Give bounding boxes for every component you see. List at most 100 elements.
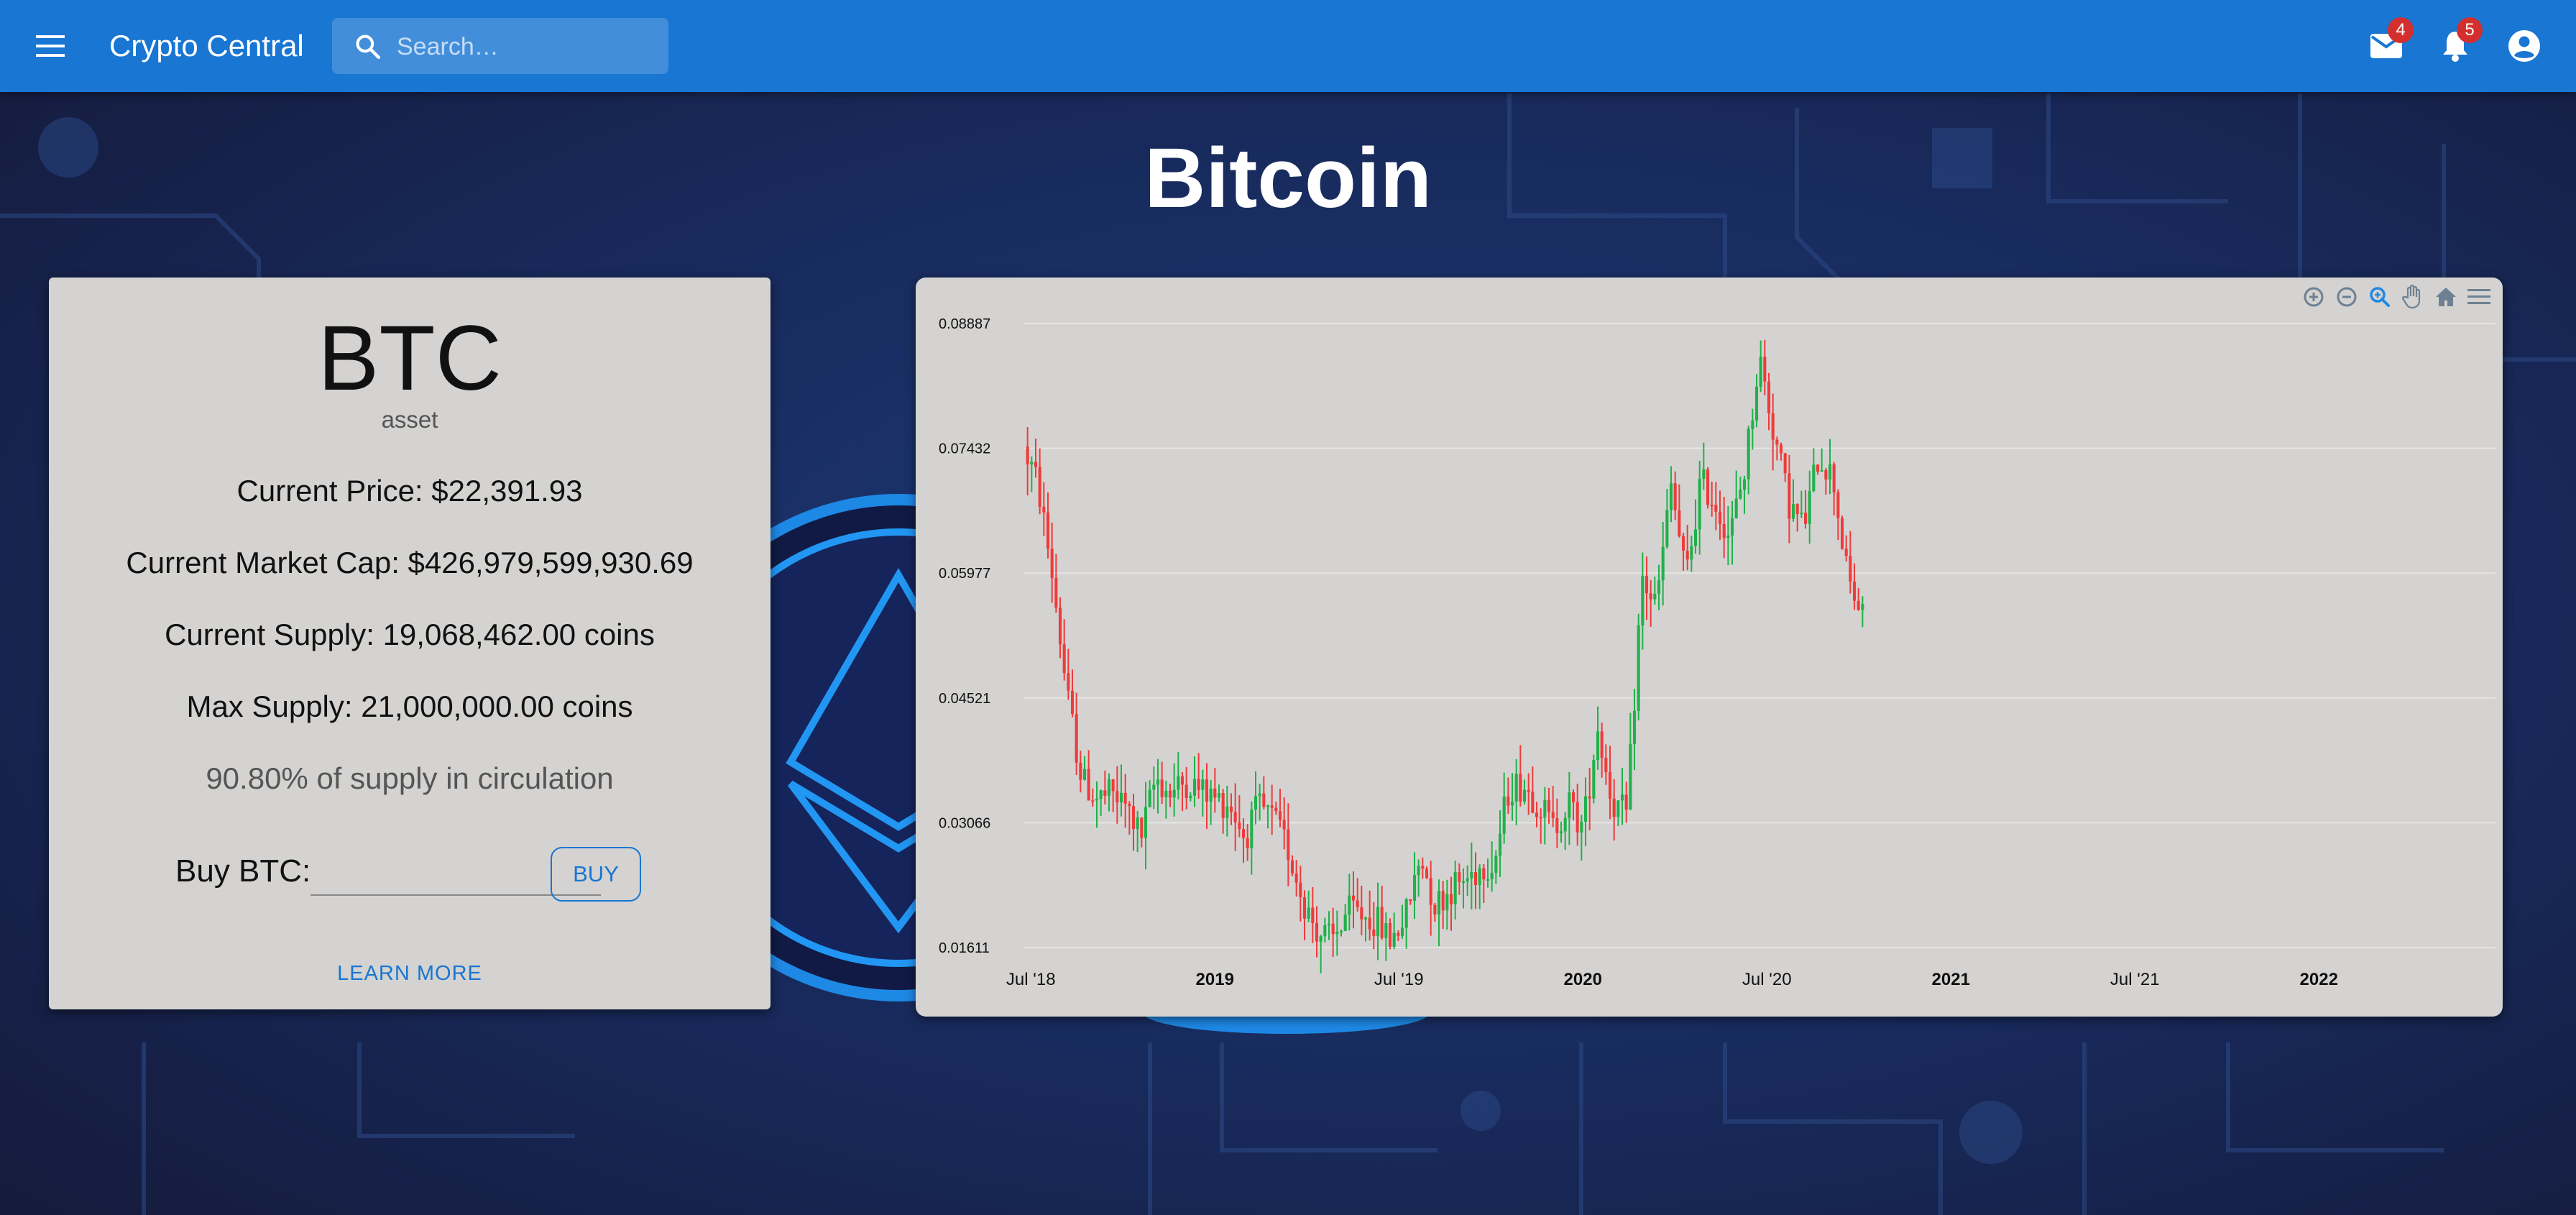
candle-down <box>1588 796 1591 799</box>
candle-up <box>1335 932 1339 935</box>
x-tick-label: 2022 <box>2300 970 2338 989</box>
mail-button[interactable]: 4 <box>2362 17 2414 70</box>
candle-up <box>1669 483 1673 510</box>
candle-up <box>1201 779 1205 790</box>
candle-up <box>1641 576 1644 625</box>
candle-down <box>1673 483 1677 510</box>
candle-up <box>1152 784 1156 790</box>
selection-zoom-button[interactable] <box>2366 283 2393 311</box>
y-tick-label: 0.07432 <box>939 441 990 457</box>
account-button[interactable] <box>2500 22 2549 70</box>
market-cap: Current Market Cap: $426,979,599,930.69 <box>126 546 694 579</box>
candle-down <box>1042 506 1046 513</box>
candle-down <box>1111 779 1115 792</box>
price-chart-card: 0.01611 0.03066 0.04521 0.05977 0.07432 0.088… <box>916 278 2503 1017</box>
y-tick-label: 0.05977 <box>939 566 990 582</box>
candle-down <box>1771 413 1775 440</box>
reset-home-icon <box>2436 288 2456 306</box>
candle-down <box>1287 829 1290 861</box>
candle-up <box>1653 593 1657 600</box>
candle-down <box>1449 894 1453 904</box>
candle-up <box>1726 535 1730 538</box>
candlestick-chart[interactable]: 0.01611 0.03066 0.04521 0.05977 0.07432 0.088… <box>916 278 2503 1017</box>
candle-up <box>1698 478 1701 530</box>
candle-down <box>1079 762 1082 780</box>
candle-up <box>1632 710 1637 744</box>
zoom-out-button[interactable] <box>2333 283 2360 311</box>
candle-down <box>1290 860 1294 874</box>
search-input[interactable] <box>395 28 657 65</box>
candle-up <box>1629 743 1632 810</box>
candle-up <box>1266 805 1270 807</box>
candle-down <box>1604 758 1608 773</box>
candle-down <box>1840 518 1844 549</box>
candle-down <box>1551 812 1555 818</box>
candle-down <box>1832 464 1836 492</box>
buy-button[interactable]: BUY <box>551 847 641 902</box>
search-box[interactable] <box>332 18 668 74</box>
reset-zoom-button[interactable] <box>2432 283 2460 311</box>
candle-down <box>1527 789 1530 792</box>
candle-down <box>1421 866 1425 869</box>
candle-down <box>1356 900 1359 907</box>
candle-up <box>1568 792 1571 818</box>
candle-down <box>1844 549 1848 556</box>
candle-down <box>1274 807 1278 812</box>
menu-button[interactable] <box>29 24 72 68</box>
candle-up <box>1437 891 1441 914</box>
candle-up <box>1258 793 1261 797</box>
candle-down <box>1062 644 1066 674</box>
candle-up <box>1502 796 1506 834</box>
learn-more-link[interactable]: LEARN MORE <box>337 962 482 985</box>
candle-up <box>1327 923 1331 925</box>
candle-up <box>1119 792 1123 803</box>
candle-up <box>1747 428 1750 480</box>
candle-down <box>1238 822 1241 830</box>
candle-up <box>1254 796 1258 810</box>
candle-down <box>1180 776 1184 785</box>
x-tick-label: 2021 <box>1932 970 1970 989</box>
candle-down <box>1087 769 1090 801</box>
candle-down <box>1506 796 1510 806</box>
chart-menu-button[interactable] <box>2465 283 2493 311</box>
candle-down <box>1555 817 1559 833</box>
candle-down <box>1409 899 1412 902</box>
candle-up <box>1148 789 1151 807</box>
candle-down <box>1168 790 1172 798</box>
x-axis-ticks: Jul '18 2019 Jul '19 2020 Jul '20 2021 Jul '21… <box>1006 970 2338 989</box>
candle-down <box>1197 779 1200 790</box>
candle-down <box>1368 917 1371 930</box>
candle-down <box>1294 873 1298 883</box>
candle-down <box>1767 381 1771 413</box>
pan-button[interactable] <box>2399 283 2426 311</box>
candle-down <box>1278 811 1282 820</box>
candle-down <box>1282 820 1286 830</box>
max-supply: Max Supply: 21,000,000.00 coins <box>186 689 633 723</box>
candle-up <box>1661 546 1665 581</box>
candle-down <box>1128 803 1131 807</box>
mail-badge: 4 <box>2388 17 2414 43</box>
candle-up <box>1759 357 1762 387</box>
candle-down <box>1270 805 1274 808</box>
candle-down <box>1241 829 1246 838</box>
x-tick-label: 2020 <box>1564 970 1602 989</box>
candle-down <box>1535 812 1539 817</box>
candle-down <box>1429 878 1432 905</box>
buy-row: Buy BTC: <box>49 838 770 910</box>
candle-up <box>1412 875 1417 901</box>
candle-down <box>1718 511 1722 524</box>
candle-down <box>1714 505 1718 512</box>
candle-down <box>1763 357 1767 382</box>
candle-up <box>1820 470 1823 472</box>
candle-up <box>1791 504 1795 519</box>
zoom-in-button[interactable] <box>2300 283 2327 311</box>
candle-down <box>1058 608 1062 645</box>
notifications-button[interactable]: 5 <box>2431 17 2483 70</box>
y-tick-label: 0.08887 <box>939 316 990 332</box>
candle-down <box>1678 510 1681 536</box>
candle-down <box>1783 453 1787 474</box>
candle-up <box>1156 779 1160 785</box>
candle-up <box>1583 796 1588 822</box>
current-supply: Current Supply: 19,068,462.00 coins <box>165 618 655 651</box>
candle-up <box>1494 856 1498 874</box>
